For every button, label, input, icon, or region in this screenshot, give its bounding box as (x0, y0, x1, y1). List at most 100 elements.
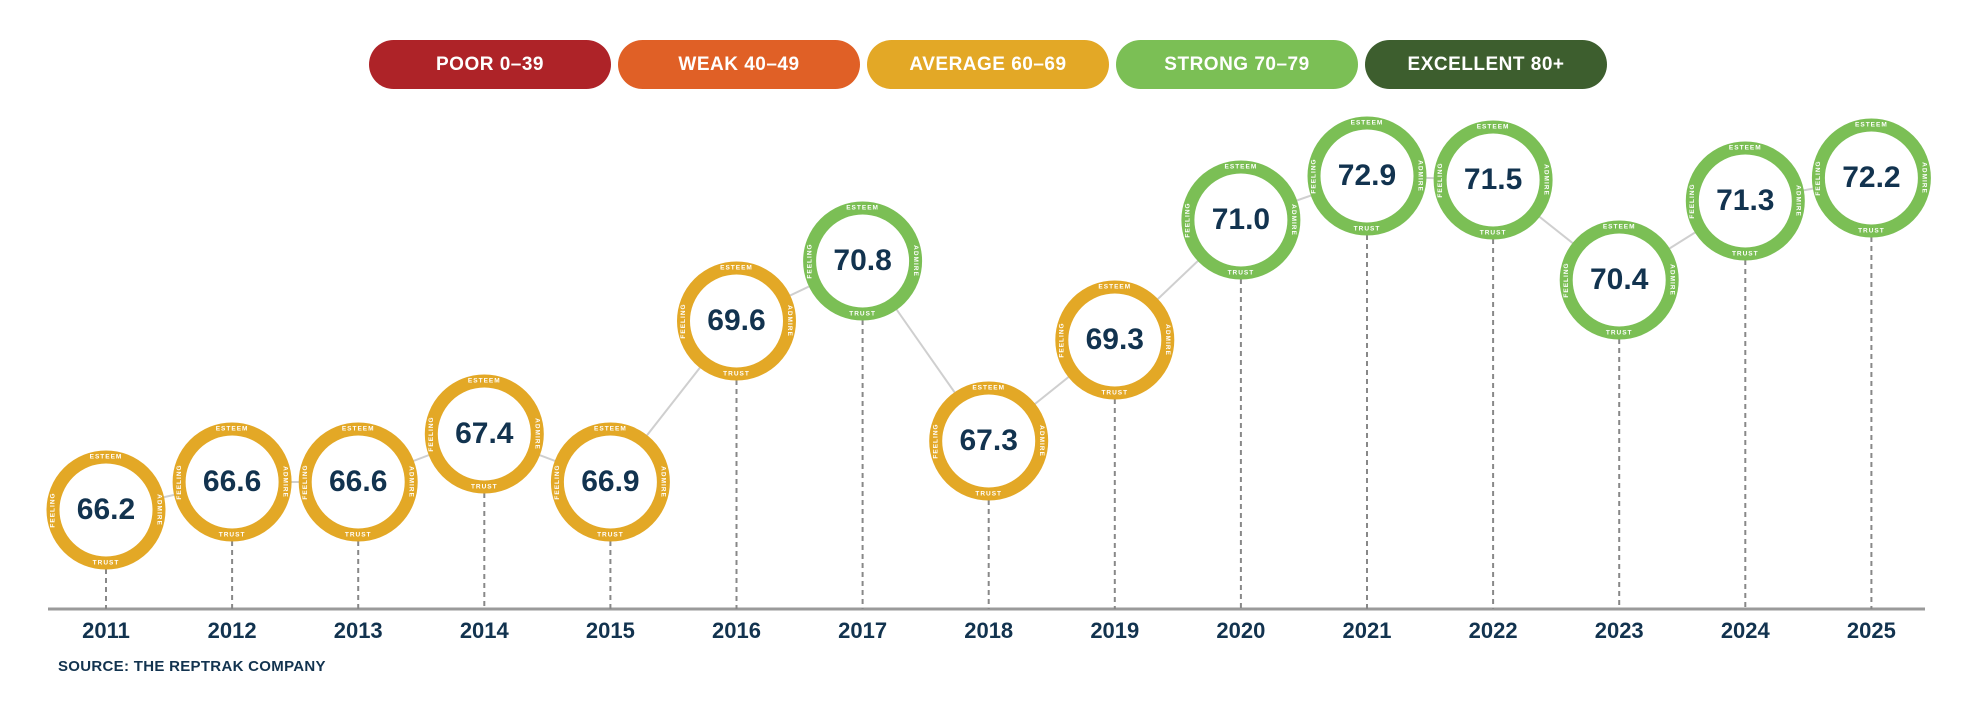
ring-label-esteem: ESTEEM (1351, 120, 1384, 127)
ring-label-trust: TRUST (93, 560, 120, 567)
score-ring (1433, 120, 1553, 240)
data-point-2014: ESTEEM TRUST ADMIRE FEELING 67.4 (424, 374, 544, 494)
ring-label-admire: ADMIRE (1416, 160, 1423, 192)
ring-label-trust: TRUST (1101, 390, 1128, 397)
score-ring (1811, 118, 1931, 238)
data-point-2015: ESTEEM TRUST ADMIRE FEELING 66.9 (550, 422, 670, 542)
value-label: 70.8 (833, 244, 891, 277)
x-tick-label: 2020 (1216, 618, 1265, 643)
ring-label-admire: ADMIRE (1795, 185, 1802, 217)
legend-excellent: EXCELLENT 80+ (1365, 40, 1607, 89)
ring-label-admire: ADMIRE (1164, 324, 1171, 356)
value-label: 66.6 (203, 465, 261, 498)
x-tick-label: 2025 (1847, 618, 1896, 643)
ring-label-trust: TRUST (1606, 330, 1633, 337)
ring-label-feeling: FEELING (806, 243, 813, 278)
ring-label-feeling: FEELING (1437, 162, 1444, 197)
ring-label-trust: TRUST (975, 491, 1002, 498)
score-ring (1559, 220, 1679, 340)
ring-label-trust: TRUST (1732, 251, 1759, 258)
value-label: 66.6 (329, 465, 387, 498)
value-label: 69.6 (707, 304, 765, 337)
ring-label-trust: TRUST (1480, 230, 1507, 237)
value-label: 71.5 (1464, 163, 1522, 196)
score-ring (677, 261, 796, 381)
x-tick-label: 2016 (712, 618, 761, 643)
score-ring (46, 450, 166, 570)
ring-label-feeling: FEELING (1689, 183, 1696, 218)
ring-label-trust: TRUST (597, 532, 624, 539)
x-tick-label: 2011 (82, 618, 130, 643)
ring-label-admire: ADMIRE (1542, 164, 1549, 196)
value-label: 67.3 (960, 424, 1018, 457)
ring-label-esteem: ESTEEM (1477, 124, 1510, 131)
value-label: 72.9 (1338, 159, 1396, 192)
ring-label-feeling: FEELING (680, 303, 687, 338)
data-point-2023: ESTEEM TRUST ADMIRE FEELING 70.4 (1559, 220, 1679, 340)
x-tick-label: 2018 (964, 618, 1013, 643)
data-point-2016: ESTEEM TRUST ADMIRE FEELING 69.6 (677, 261, 796, 381)
ring-label-esteem: ESTEEM (720, 265, 753, 272)
ring-label-feeling: FEELING (1815, 160, 1822, 195)
ring-label-esteem: ESTEEM (1855, 122, 1888, 129)
value-label: 66.2 (77, 493, 135, 526)
value-label: 67.4 (455, 417, 514, 450)
value-label: 71.0 (1212, 203, 1270, 236)
x-tick-label: 2015 (586, 618, 635, 643)
legend-strong: STRONG 70–79 (1116, 40, 1358, 89)
legend-average: AVERAGE 60–69 (867, 40, 1109, 89)
ring-label-admire: ADMIRE (155, 494, 162, 526)
data-point-2018: ESTEEM TRUST ADMIRE FEELING 67.3 (929, 381, 1049, 501)
ring-label-esteem: ESTEEM (1603, 224, 1636, 231)
ring-label-esteem: ESTEEM (1729, 145, 1762, 152)
data-point-2013: ESTEEM TRUST ADMIRE FEELING 66.6 (298, 422, 418, 542)
ring-label-feeling: FEELING (932, 423, 939, 458)
ring-label-trust: TRUST (345, 532, 372, 539)
ring-label-admire: ADMIRE (407, 466, 414, 498)
data-point-2012: ESTEEM TRUST ADMIRE FEELING 66.6 (172, 422, 292, 542)
ring-label-esteem: ESTEEM (216, 426, 249, 433)
value-label: 69.3 (1086, 323, 1144, 356)
data-point-2017: ESTEEM TRUST ADMIRE FEELING 70.8 (803, 201, 923, 321)
ring-label-esteem: ESTEEM (468, 378, 501, 385)
score-ring (1307, 116, 1427, 236)
score-ring (1181, 160, 1301, 280)
x-tick-label: 2012 (208, 618, 257, 643)
data-point-2019: ESTEEM TRUST ADMIRE FEELING 69.3 (1055, 280, 1175, 400)
score-ring (172, 422, 292, 542)
score-ring (803, 201, 923, 321)
score-ring (929, 381, 1049, 501)
ring-label-admire: ADMIRE (534, 418, 541, 450)
data-point-2020: ESTEEM TRUST ADMIRE FEELING 71.0 (1181, 160, 1301, 280)
ring-label-admire: ADMIRE (912, 245, 919, 277)
legend-poor: POOR 0–39 (369, 40, 611, 89)
ring-label-esteem: ESTEEM (342, 426, 375, 433)
ring-label-feeling: FEELING (1311, 158, 1318, 193)
ring-label-esteem: ESTEEM (1225, 164, 1258, 171)
ring-label-trust: TRUST (219, 532, 246, 539)
ring-label-trust: TRUST (1858, 228, 1885, 235)
data-point-2024: ESTEEM TRUST ADMIRE FEELING 71.3 (1685, 141, 1805, 261)
ring-label-trust: TRUST (1228, 270, 1255, 277)
ring-label-trust: TRUST (723, 371, 750, 378)
ring-label-trust: TRUST (1354, 226, 1381, 233)
x-tick-label: 2013 (334, 618, 383, 643)
x-tick-label: 2019 (1090, 618, 1139, 643)
data-point-2011: ESTEEM TRUST ADMIRE FEELING 66.2 (46, 450, 166, 570)
legend-weak: WEAK 40–49 (618, 40, 860, 89)
x-tick-label: 2014 (460, 618, 510, 643)
ring-label-feeling: FEELING (428, 416, 435, 451)
data-point-2025: ESTEEM TRUST ADMIRE FEELING 72.2 (1811, 118, 1931, 238)
score-ring (1055, 280, 1175, 400)
ring-label-feeling: FEELING (176, 464, 183, 499)
ring-label-feeling: FEELING (50, 492, 57, 527)
data-point-2022: ESTEEM TRUST ADMIRE FEELING 71.5 (1433, 120, 1553, 240)
x-tick-label: 2017 (838, 618, 887, 643)
x-tick-label: 2022 (1469, 618, 1518, 643)
ring-label-feeling: FEELING (1563, 262, 1570, 297)
ring-label-feeling: FEELING (554, 464, 561, 499)
value-label: 70.4 (1590, 263, 1649, 296)
value-label: 66.9 (581, 465, 639, 498)
ring-label-esteem: ESTEEM (90, 454, 123, 461)
